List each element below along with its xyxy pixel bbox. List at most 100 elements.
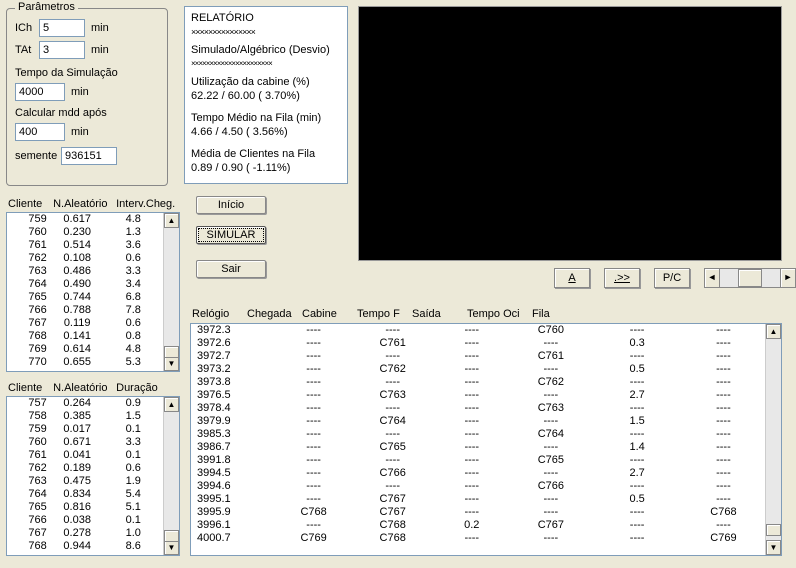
table-row[interactable]: 7620.1890.6 (9, 462, 161, 475)
duration-vscroll[interactable]: ▲ ▼ (163, 397, 179, 555)
cell: ---- (511, 337, 590, 350)
cell: 766 (9, 514, 49, 527)
table-row[interactable]: 7630.4863.3 (9, 265, 161, 278)
arrival-table: 7590.6174.87600.2301.37610.5143.67620.10… (9, 213, 161, 369)
table-row[interactable]: 7690.6144.8 (9, 343, 161, 356)
cell: 2.7 (590, 467, 683, 480)
scroll-up-icon[interactable]: ▲ (766, 324, 781, 339)
scroll-up-icon[interactable]: ▲ (164, 397, 179, 412)
pc-button[interactable]: P/C (654, 268, 690, 288)
scroll-thumb[interactable] (164, 346, 179, 358)
dur-hdr-dur: Duração (116, 382, 176, 394)
main-header-cell: Saída (412, 308, 467, 320)
table-row[interactable]: 3995.9C768C767------------C768 (195, 506, 763, 519)
cell: 1.0 (106, 527, 161, 540)
inicio-button[interactable]: Início (196, 196, 266, 214)
table-row[interactable]: 7620.1080.6 (9, 252, 161, 265)
cell: C768 (684, 506, 763, 519)
next-button[interactable]: .>> (604, 268, 640, 288)
table-row[interactable]: 3994.5----C766--------2.7---- (195, 467, 763, 480)
scroll-right-icon[interactable]: ► (780, 268, 796, 288)
duration-listbox[interactable]: 7570.2640.97580.3851.57590.0170.17600.67… (6, 396, 180, 556)
scroll-thumb[interactable] (164, 530, 179, 542)
cell: ---- (353, 324, 432, 337)
scroll-left-icon[interactable]: ◄ (704, 268, 720, 288)
table-row[interactable]: 7630.4751.9 (9, 475, 161, 488)
table-row[interactable]: 7640.4903.4 (9, 278, 161, 291)
table-row[interactable]: 3973.8------------C762-------- (195, 376, 763, 389)
cell: 0.490 (49, 278, 106, 291)
table-row[interactable]: 3994.6------------C766-------- (195, 480, 763, 493)
cell: ---- (353, 480, 432, 493)
table-row[interactable]: 7680.9448.6 (9, 540, 161, 553)
table-row[interactable]: 3972.3------------C760-------- (195, 324, 763, 337)
table-row[interactable]: 7650.7446.8 (9, 291, 161, 304)
cell: 3978.4 (195, 402, 274, 415)
cell: 761 (9, 449, 49, 462)
cell: 5.4 (106, 488, 161, 501)
sair-button[interactable]: Sair (196, 260, 266, 278)
table-row[interactable]: 7680.1410.8 (9, 330, 161, 343)
cell: 0.655 (49, 356, 106, 369)
scroll-down-icon[interactable]: ▼ (766, 540, 781, 555)
scroll-up-icon[interactable]: ▲ (164, 213, 179, 228)
table-row[interactable]: 4000.7C769C768------------C769 (195, 532, 763, 545)
scroll-down-icon[interactable]: ▼ (164, 540, 179, 555)
cell: ---- (590, 350, 683, 363)
scroll-down-icon[interactable]: ▼ (164, 356, 179, 371)
table-row[interactable]: 3972.6----C761--------0.3---- (195, 337, 763, 350)
scroll-thumb[interactable] (766, 524, 781, 536)
cell: 0.3 (590, 337, 683, 350)
cell: ---- (684, 428, 763, 441)
table-row[interactable]: 7700.6555.3 (9, 356, 161, 369)
arrival-listbox[interactable]: 7590.6174.87600.2301.37610.5143.67620.10… (6, 212, 180, 372)
cell: 759 (9, 213, 49, 226)
ich-unit: min (91, 22, 109, 34)
cell: ---- (432, 441, 511, 454)
table-row[interactable]: 7610.0410.1 (9, 449, 161, 462)
table-row[interactable]: 7600.6713.3 (9, 436, 161, 449)
cell: 760 (9, 436, 49, 449)
table-row[interactable]: 7640.8345.4 (9, 488, 161, 501)
tat-input[interactable] (39, 41, 85, 59)
main-vscroll[interactable]: ▲ ▼ (765, 324, 781, 555)
table-row[interactable]: 7670.2781.0 (9, 527, 161, 540)
cell: 0.1 (106, 514, 161, 527)
simtime-label: Tempo da Simulação (15, 67, 118, 79)
table-row[interactable]: 3976.5----C763--------2.7---- (195, 389, 763, 402)
table-row[interactable]: 3972.7------------C761-------- (195, 350, 763, 363)
table-row[interactable]: 3979.9----C764--------1.5---- (195, 415, 763, 428)
table-row[interactable]: 7650.8165.1 (9, 501, 161, 514)
main-listbox[interactable]: 3972.3------------C760--------3972.6----… (190, 323, 782, 556)
table-row[interactable]: 7570.2640.9 (9, 397, 161, 410)
table-row[interactable]: 3973.2----C762--------0.5---- (195, 363, 763, 376)
table-row[interactable]: 3986.7----C765--------1.4---- (195, 441, 763, 454)
table-row[interactable]: 7590.0170.1 (9, 423, 161, 436)
table-row[interactable]: 7590.6174.8 (9, 213, 161, 226)
seed-input[interactable] (61, 147, 117, 165)
canvas-hscroll[interactable]: ◄ ► (704, 268, 796, 288)
table-row[interactable]: 3996.1----C7680.2C767-------- (195, 519, 763, 532)
table-row[interactable]: 3978.4------------C763-------- (195, 402, 763, 415)
table-row[interactable]: 7580.3851.5 (9, 410, 161, 423)
main-header-cell: Tempo F (357, 308, 412, 320)
cell: ---- (590, 402, 683, 415)
table-row[interactable]: 7600.2301.3 (9, 226, 161, 239)
cell: 0.6 (106, 462, 161, 475)
table-row[interactable]: 3991.8------------C765-------- (195, 454, 763, 467)
table-row[interactable]: 3995.1----C767--------0.5---- (195, 493, 763, 506)
table-row[interactable]: 7660.0380.1 (9, 514, 161, 527)
table-row[interactable]: 3985.3------------C764-------- (195, 428, 763, 441)
ich-input[interactable] (39, 19, 85, 37)
table-row[interactable]: 7660.7887.8 (9, 304, 161, 317)
table-row[interactable]: 7610.5143.6 (9, 239, 161, 252)
scroll-thumb[interactable] (738, 269, 762, 287)
report-util-values: 62.22 / 60.00 ( 3.70%) (191, 89, 341, 103)
simtime-input[interactable] (15, 83, 65, 101)
arrival-vscroll[interactable]: ▲ ▼ (163, 213, 179, 371)
simular-button[interactable]: SIMULAR (196, 226, 266, 244)
calcafter-input[interactable] (15, 123, 65, 141)
cell: ---- (684, 363, 763, 376)
a-button[interactable]: A (554, 268, 590, 288)
table-row[interactable]: 7670.1190.6 (9, 317, 161, 330)
